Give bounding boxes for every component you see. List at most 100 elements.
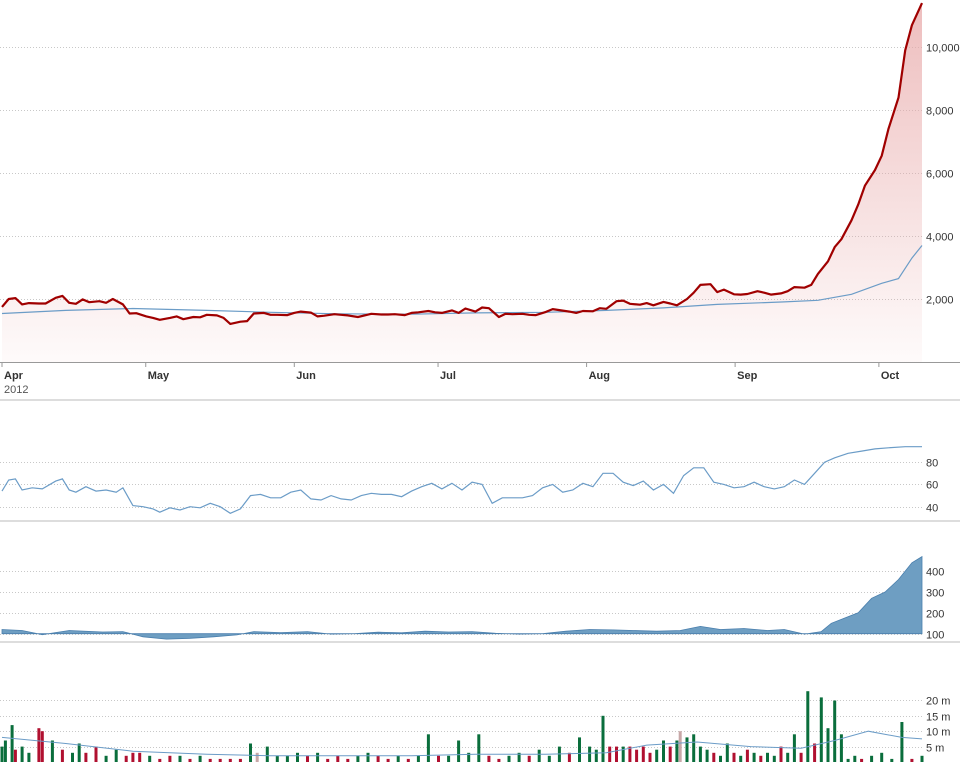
x-tick-label: May — [148, 370, 170, 382]
volume-bar — [641, 746, 645, 762]
volume-bar — [517, 752, 521, 762]
volume-bar — [628, 746, 632, 762]
gridlines — [0, 47, 924, 748]
volume-bar — [376, 755, 380, 762]
y-tick-label: 6,000 — [926, 169, 954, 181]
volume-bar — [386, 758, 390, 762]
volume-bar — [27, 752, 31, 762]
volume-bar — [168, 755, 172, 762]
x-tick-label: Sep — [737, 370, 757, 382]
volume-bar — [346, 758, 350, 762]
y-tick-label: 10,000 — [926, 43, 960, 55]
y-tick-label: 15 m — [926, 712, 950, 724]
volume-bar — [675, 740, 679, 762]
volume-bar — [890, 758, 894, 762]
volume-bar — [104, 755, 108, 762]
year-label: 2012 — [4, 384, 28, 396]
volume-average-line — [1, 730, 923, 757]
volume-bar — [60, 749, 64, 762]
volume-bar — [853, 755, 857, 762]
volume-bar — [833, 700, 837, 762]
volume-bar — [588, 746, 592, 762]
volume-bar — [138, 752, 142, 762]
volume-bar — [685, 737, 689, 762]
volume-bar — [739, 755, 743, 762]
y-tick-label: 8,000 — [926, 106, 954, 118]
volume-bar — [537, 749, 541, 762]
volume-bar — [635, 749, 639, 762]
volume-bar — [799, 752, 803, 762]
volume-bar — [208, 758, 212, 762]
volume-bar — [356, 755, 360, 762]
volume-bar — [447, 755, 451, 762]
volume-bar — [37, 728, 41, 762]
volume-bar — [507, 755, 511, 762]
volume-bar — [786, 752, 790, 762]
average-line — [1, 245, 923, 315]
volume-bar — [437, 755, 440, 762]
volume-bar — [608, 746, 612, 762]
volume-bar — [601, 715, 605, 762]
volume-bar — [3, 740, 7, 762]
price-area — [2, 3, 922, 362]
volume-bar — [366, 752, 370, 762]
volume-bar — [218, 758, 222, 762]
volume-bar — [114, 749, 118, 762]
x-tick-label: Jul — [440, 370, 456, 382]
volume-bar — [648, 752, 652, 762]
volume-bar — [487, 755, 491, 762]
volume-bar — [477, 734, 481, 762]
volume-bar — [416, 755, 420, 762]
price-line — [1, 2, 924, 325]
volume-bar — [900, 722, 904, 762]
x-tick-label: Apr — [4, 370, 24, 382]
volume-bar — [527, 755, 531, 762]
volume-bar — [148, 755, 152, 762]
histogram-area — [1, 555, 923, 640]
volume-bar — [692, 734, 696, 762]
y-tick-label: 4,000 — [926, 232, 954, 244]
volume-bar — [860, 758, 864, 762]
volume-bar — [306, 755, 309, 762]
axis-labels: 2012 2,000 4,000 6,000 8,000 10,000 Apr May Jun… — [1, 43, 960, 755]
volume-bar — [839, 734, 843, 762]
volume-bar — [188, 758, 192, 762]
volume-bar — [880, 752, 884, 762]
volume-bar — [316, 752, 320, 762]
volume-bar — [336, 755, 340, 762]
volume-bar — [426, 734, 430, 762]
y-tick-label: 80 — [926, 458, 938, 470]
volume-bar — [594, 749, 598, 762]
volume-bar — [719, 755, 722, 762]
volume-bar — [255, 752, 259, 762]
volume-bar — [238, 758, 242, 762]
y-tick-label: 40 — [926, 503, 938, 515]
volume-bar — [40, 731, 44, 762]
volume-bar — [94, 746, 98, 762]
volume-bar — [578, 737, 581, 762]
volume-bar — [779, 746, 783, 762]
volume-bar — [265, 746, 269, 762]
y-tick-label: 2,000 — [926, 295, 954, 307]
y-tick-label: 5 m — [926, 743, 944, 755]
volume-bar — [745, 749, 749, 762]
volume-bar — [406, 758, 410, 762]
volume-bar — [725, 743, 729, 762]
x-tick-label: Oct — [881, 370, 900, 382]
volume-bar — [326, 758, 330, 762]
y-tick-label: 10 m — [926, 727, 950, 739]
y-tick-label: 100 — [926, 630, 944, 642]
volume-bar — [678, 731, 682, 762]
volume-bar — [759, 755, 763, 762]
volume-bar — [698, 746, 702, 762]
volume-bar — [668, 746, 672, 762]
volume-bar — [712, 752, 716, 762]
volume-bar — [467, 752, 471, 762]
volume-bar — [396, 755, 400, 762]
volume-bar — [547, 755, 551, 762]
volume-bar — [766, 752, 769, 762]
volume-bar — [772, 755, 776, 762]
volume-bar — [846, 758, 850, 762]
volume-bar — [13, 749, 17, 762]
volume-bar — [732, 752, 736, 762]
